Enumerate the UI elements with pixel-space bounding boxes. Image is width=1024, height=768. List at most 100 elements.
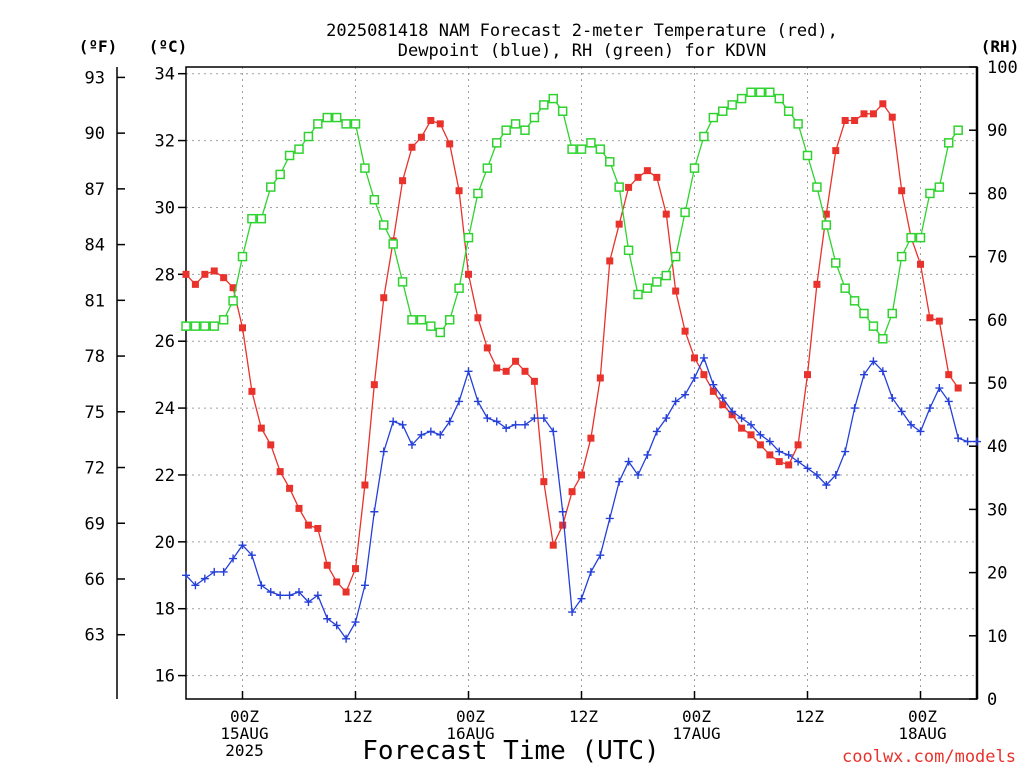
- dewpoint-point: [925, 404, 934, 413]
- rh-tick-label: 70: [987, 248, 1007, 268]
- rh-point: [774, 93, 784, 104]
- dewpoint-point: [596, 551, 605, 560]
- temperature-point: [314, 524, 322, 532]
- temperature-point: [342, 588, 350, 596]
- temperature-point: [945, 371, 953, 379]
- rh-point: [614, 182, 624, 192]
- dewpoint-point: [313, 591, 322, 600]
- temperature-point: [182, 270, 190, 278]
- dewpoint-point: [295, 587, 303, 596]
- temperature-point: [455, 187, 463, 195]
- temperature-point: [935, 317, 943, 325]
- rh-point: [623, 245, 634, 256]
- temperature-point: [643, 167, 651, 175]
- rh-point: [284, 150, 295, 161]
- rh-point: [416, 315, 427, 325]
- fahrenheit-tick-label: 84: [85, 236, 105, 256]
- rh-point: [247, 213, 257, 224]
- dewpoint-point: [954, 434, 963, 443]
- temperature-point: [738, 424, 746, 432]
- rh-point: [350, 119, 361, 129]
- rh-point: [925, 188, 935, 199]
- dewpoint-point: [210, 567, 219, 576]
- celsius-tick-label: 22: [155, 466, 175, 486]
- temperature-point: [427, 117, 435, 125]
- rh-point: [237, 251, 248, 262]
- temperature-point: [775, 458, 783, 466]
- dewpoint-point: [709, 380, 718, 389]
- rh-point: [313, 119, 323, 129]
- rh-point: [407, 315, 417, 325]
- x-tick-label: 2025: [225, 741, 264, 760]
- chart-title-line-2: Dewpoint (blue), RH (green) for KDVN: [398, 41, 766, 61]
- rh-point: [303, 131, 314, 142]
- temperature-point: [785, 461, 793, 469]
- x-tick-label: 16AUG: [446, 724, 494, 743]
- dewpoint-point: [652, 427, 661, 436]
- temperature-point: [681, 327, 689, 335]
- dewpoint-point: [342, 634, 351, 643]
- temperature-point: [756, 441, 764, 449]
- rh-point: [294, 144, 304, 154]
- rh-tick-label: 20: [987, 564, 1007, 584]
- plot-frame: [185, 66, 978, 700]
- dewpoint-point: [869, 357, 878, 366]
- dewpoint-point: [822, 480, 831, 489]
- chart-title-line-1: 2025081418 NAM Forecast 2-meter Temperat…: [326, 21, 838, 41]
- dewpoint-point: [182, 571, 190, 580]
- dewpoint-point: [408, 440, 416, 449]
- rh-point: [379, 220, 389, 230]
- rh-point: [520, 125, 530, 135]
- dewpoint-point: [699, 353, 708, 362]
- rh-tick-label: 50: [987, 374, 1007, 394]
- temperature-point: [220, 274, 228, 282]
- x-tick-label: 00Z: [682, 707, 711, 726]
- rh-point: [906, 232, 916, 243]
- rh-point: [426, 321, 436, 331]
- dewpoint-point: [238, 541, 247, 550]
- x-tick-label: 12Z: [343, 707, 372, 726]
- rh-point: [642, 283, 653, 293]
- rh-point: [887, 308, 897, 319]
- dewpoint-point: [841, 447, 850, 456]
- temperature-point: [954, 384, 962, 392]
- temperature-point: [898, 187, 906, 195]
- rh-point: [633, 289, 643, 300]
- rh-point: [510, 119, 521, 129]
- rh-point: [718, 106, 728, 116]
- rh-point: [878, 334, 888, 344]
- temperature-point: [794, 441, 802, 449]
- x-tick-label: 00Z: [908, 707, 937, 726]
- rh-point: [539, 100, 549, 110]
- rh-point: [331, 112, 342, 123]
- rh-point: [755, 87, 766, 98]
- temperature-point: [229, 284, 237, 292]
- dewpoint-point: [558, 507, 567, 516]
- temperature-point: [295, 504, 303, 512]
- rh-tick-label: 90: [987, 121, 1007, 141]
- temperature-point: [822, 210, 830, 218]
- rh-point: [689, 163, 700, 173]
- temperature-point: [239, 324, 246, 332]
- temperature-point: [465, 270, 472, 278]
- temperature-point: [436, 120, 444, 128]
- dewpoint-point: [200, 574, 209, 583]
- rh-point: [727, 100, 737, 110]
- rh-point: [473, 188, 483, 199]
- temperature-point: [304, 521, 312, 529]
- celsius-tick-label: 24: [155, 399, 175, 419]
- rh-point: [868, 321, 879, 331]
- temperature-point: [653, 173, 661, 181]
- rh-point: [444, 315, 455, 325]
- rh-point: [567, 144, 577, 154]
- dewpoint-point: [586, 567, 595, 576]
- dewpoint-point: [794, 457, 803, 466]
- temperature-point: [323, 561, 331, 569]
- temperature-line: [185, 102, 959, 594]
- rh-point: [783, 106, 794, 116]
- rh-point: [218, 315, 229, 325]
- dewpoint-point: [935, 384, 944, 393]
- dewpoint-point: [492, 417, 501, 426]
- temperature-point: [446, 140, 454, 148]
- rh-point: [896, 251, 907, 262]
